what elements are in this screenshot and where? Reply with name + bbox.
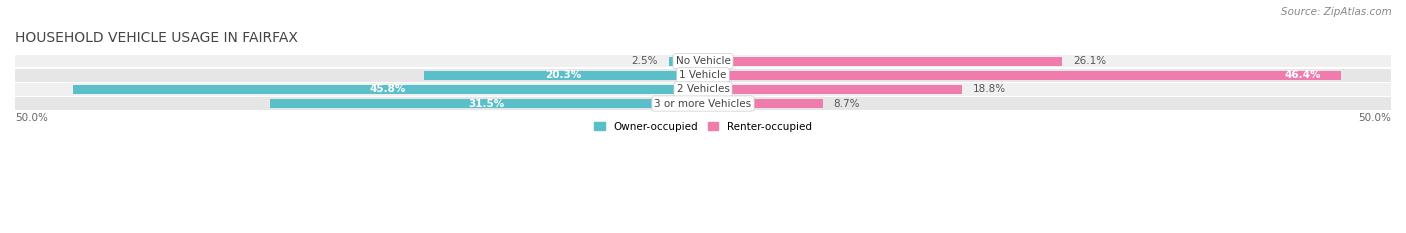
Bar [15, 83, 1391, 96]
Text: 50.0%: 50.0% [1358, 113, 1391, 123]
Bar [703, 85, 962, 94]
Bar [423, 71, 703, 80]
Bar [703, 71, 1341, 80]
Bar [703, 57, 1062, 65]
Bar [270, 99, 703, 108]
Text: 2 Vehicles: 2 Vehicles [676, 84, 730, 94]
Bar [669, 57, 703, 65]
Bar [15, 55, 1391, 67]
Text: 31.5%: 31.5% [468, 99, 505, 109]
Text: No Vehicle: No Vehicle [675, 56, 731, 66]
Text: 3 or more Vehicles: 3 or more Vehicles [654, 99, 752, 109]
Text: HOUSEHOLD VEHICLE USAGE IN FAIRFAX: HOUSEHOLD VEHICLE USAGE IN FAIRFAX [15, 31, 298, 45]
Text: 18.8%: 18.8% [973, 84, 1005, 94]
Text: 46.4%: 46.4% [1284, 70, 1320, 80]
Text: 1 Vehicle: 1 Vehicle [679, 70, 727, 80]
Text: 8.7%: 8.7% [834, 99, 860, 109]
Text: 26.1%: 26.1% [1073, 56, 1107, 66]
Bar [73, 85, 703, 94]
Text: 20.3%: 20.3% [546, 70, 582, 80]
Text: 45.8%: 45.8% [370, 84, 406, 94]
Legend: Owner-occupied, Renter-occupied: Owner-occupied, Renter-occupied [591, 118, 815, 136]
Text: Source: ZipAtlas.com: Source: ZipAtlas.com [1281, 7, 1392, 17]
Bar [15, 69, 1391, 82]
Text: 50.0%: 50.0% [15, 113, 48, 123]
Bar [703, 99, 823, 108]
Bar [15, 97, 1391, 110]
Text: 2.5%: 2.5% [631, 56, 658, 66]
